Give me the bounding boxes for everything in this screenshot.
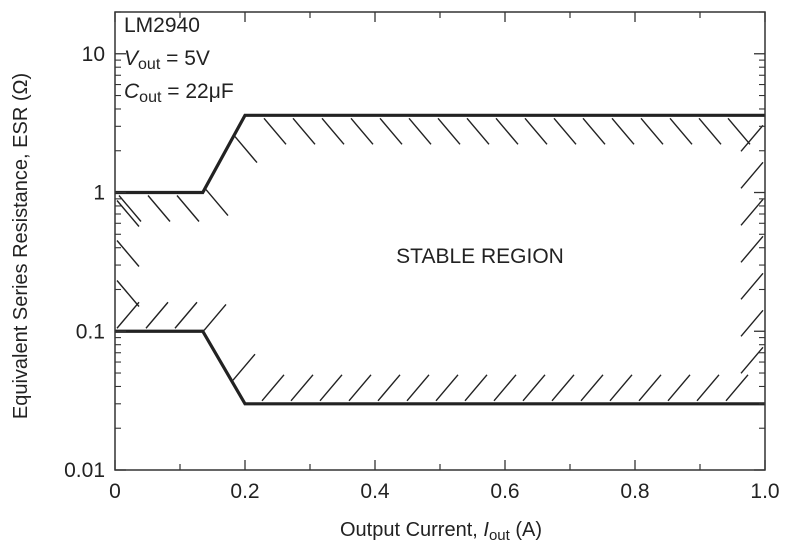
hatch-right bbox=[740, 272, 764, 300]
hatch-upper bbox=[640, 117, 664, 145]
hatch-upper bbox=[350, 117, 374, 145]
hatch-lower bbox=[348, 374, 372, 402]
x-axis-title-suffix: (A) bbox=[510, 519, 542, 541]
hatch-lower bbox=[435, 374, 459, 402]
hatch-upper bbox=[524, 117, 548, 145]
x-tick-label: 0 bbox=[109, 480, 121, 503]
hatch-upper bbox=[437, 117, 461, 145]
x-axis-title-var: I bbox=[483, 519, 489, 541]
hatch-lower bbox=[174, 301, 198, 329]
x-axis-title-sub: out bbox=[489, 527, 511, 544]
hatch-upper bbox=[263, 117, 287, 145]
hatch-upper bbox=[321, 117, 345, 145]
hatch-lower bbox=[696, 374, 720, 402]
hatch-lower bbox=[261, 374, 285, 402]
x-tick-label: 1.0 bbox=[750, 480, 779, 503]
annotation-cout: Cout = 22μF bbox=[124, 80, 234, 106]
hatch-upper bbox=[611, 117, 635, 145]
hatch-right bbox=[740, 198, 764, 226]
hatch-upper bbox=[495, 117, 519, 145]
hatch-lower bbox=[464, 374, 488, 402]
boundary-line-upper-boundary bbox=[115, 113, 765, 195]
annotation-vout: Vout = 5V bbox=[124, 47, 210, 73]
annotation-vout-sub: out bbox=[138, 56, 161, 73]
x-axis-title: Output Current, Iout (A) bbox=[340, 519, 542, 544]
hatch-layer bbox=[116, 117, 764, 402]
y-tick-label: 1 bbox=[93, 182, 105, 205]
hatch-lower bbox=[551, 374, 575, 402]
hatch-upper bbox=[234, 136, 258, 164]
hatch-upper bbox=[408, 117, 432, 145]
hatch-lower bbox=[203, 303, 227, 331]
boundary-line-lower-boundary bbox=[115, 329, 765, 406]
annotation-vout-value: = 5V bbox=[160, 47, 210, 70]
y-tick-label: 0.01 bbox=[64, 459, 105, 482]
hatch-lower bbox=[232, 353, 256, 381]
hatch-right bbox=[740, 161, 764, 189]
hatch-right bbox=[740, 309, 764, 337]
hatch-right bbox=[740, 346, 764, 374]
hatch-lower bbox=[116, 301, 140, 329]
y-tick-label: 0.1 bbox=[76, 320, 105, 343]
hatch-upper bbox=[669, 117, 693, 145]
series-layer bbox=[115, 113, 765, 406]
hatch-left bbox=[116, 240, 140, 267]
hatch-lower bbox=[290, 374, 314, 402]
hatch-lower bbox=[522, 374, 546, 402]
hatch-upper bbox=[118, 195, 142, 222]
x-tick-label: 0.6 bbox=[490, 480, 519, 503]
hatch-upper bbox=[553, 117, 577, 145]
annotation-device: LM2940 bbox=[124, 14, 200, 37]
hatch-left bbox=[116, 280, 140, 307]
hatch-upper bbox=[582, 117, 606, 145]
x-tick-label: 0.2 bbox=[230, 480, 259, 503]
x-tick-label: 0.4 bbox=[360, 480, 390, 503]
hatch-lower bbox=[667, 374, 691, 402]
hatch-lower bbox=[580, 374, 604, 402]
hatch-lower bbox=[609, 374, 633, 402]
hatch-upper bbox=[205, 189, 229, 217]
hatch-upper bbox=[727, 117, 751, 145]
hatch-lower bbox=[638, 374, 662, 402]
hatch-lower bbox=[377, 374, 401, 402]
hatch-right bbox=[740, 124, 764, 152]
annotation-vout-var: V bbox=[124, 47, 140, 70]
y-tick-label: 10 bbox=[82, 43, 105, 66]
x-axis-title-prefix: Output Current, bbox=[340, 519, 483, 541]
annotation-cout-value: = 22μF bbox=[161, 80, 233, 103]
hatch-upper bbox=[147, 195, 171, 222]
stable-region-label: STABLE REGION bbox=[396, 245, 564, 268]
hatch-upper bbox=[292, 117, 316, 145]
hatch-lower bbox=[145, 301, 169, 329]
hatch-lower bbox=[725, 374, 749, 402]
hatch-upper bbox=[698, 117, 722, 145]
hatch-lower bbox=[493, 374, 517, 402]
hatch-upper bbox=[466, 117, 490, 145]
annotation-cout-sub: out bbox=[139, 89, 162, 106]
y-axis-title: Equivalent Series Resistance, ESR (Ω) bbox=[10, 73, 32, 419]
hatch-left bbox=[116, 200, 140, 227]
tick-layer: 0 0.2 0.4 0.6 0.8 1.0 0.01 0.1 1 10 bbox=[64, 11, 780, 503]
annotation-cout-var: C bbox=[124, 80, 140, 103]
hatch-upper bbox=[176, 195, 200, 222]
hatch-right bbox=[740, 235, 764, 263]
hatch-lower bbox=[406, 374, 430, 402]
x-tick-label: 0.8 bbox=[620, 480, 649, 503]
hatch-lower bbox=[319, 374, 343, 402]
hatch-upper bbox=[379, 117, 403, 145]
